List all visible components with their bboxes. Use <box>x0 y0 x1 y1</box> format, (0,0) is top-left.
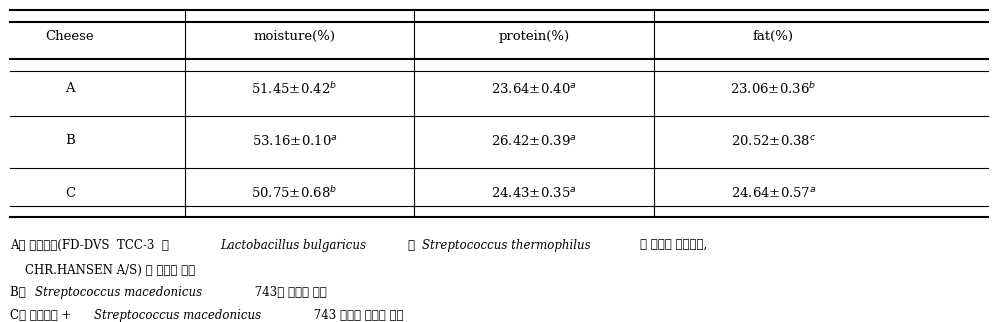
Text: B：: B： <box>10 287 30 299</box>
Text: Streptococcus macedonicus: Streptococcus macedonicus <box>94 309 261 322</box>
Text: 23.06±0.36$^{b}$: 23.06±0.36$^{b}$ <box>731 81 816 97</box>
Text: 743 균주로 제조된 치즈: 743 균주로 제조된 치즈 <box>309 309 403 322</box>
Text: 743로 제조된 치즈: 743로 제조된 치즈 <box>250 287 326 299</box>
Text: 51.45±0.42$^{b}$: 51.45±0.42$^{b}$ <box>251 81 337 97</box>
Text: Streptococcus macedonicus: Streptococcus macedonicus <box>35 287 203 299</box>
Text: 와: 와 <box>408 239 419 252</box>
Text: Lactobacillus bulgaricus: Lactobacillus bulgaricus <box>220 239 366 252</box>
Text: 24.64±0.57$^{a}$: 24.64±0.57$^{a}$ <box>731 186 816 200</box>
Text: 50.75±0.68$^{b}$: 50.75±0.68$^{b}$ <box>251 185 337 201</box>
Text: A： 상업균주(FD-DVS  TCC-3  ：: A： 상업균주(FD-DVS TCC-3 ： <box>10 239 173 252</box>
Text: C: C <box>65 187 75 200</box>
Text: Cheese: Cheese <box>46 30 94 43</box>
Text: protein(%): protein(%) <box>498 30 570 43</box>
Text: 26.42±0.39$^{a}$: 26.42±0.39$^{a}$ <box>491 134 577 148</box>
Text: Streptococcus thermophilus: Streptococcus thermophilus <box>422 239 591 252</box>
Text: moisture(%): moisture(%) <box>253 30 335 43</box>
Text: CHR.HANSEN A/S) 로 제조된 치즈: CHR.HANSEN A/S) 로 제조된 치즈 <box>10 264 195 277</box>
Text: fat(%): fat(%) <box>752 30 794 43</box>
Text: A: A <box>65 82 75 95</box>
Text: C： 상업균주 +: C： 상업균주 + <box>10 309 75 322</box>
Text: 23.64±0.40$^{a}$: 23.64±0.40$^{a}$ <box>491 82 577 96</box>
Text: 로 구성된 혼합균주,: 로 구성된 혼합균주, <box>640 239 707 252</box>
Text: 20.52±0.38$^{c}$: 20.52±0.38$^{c}$ <box>731 134 816 148</box>
Text: B: B <box>65 135 75 147</box>
Text: 53.16±0.10$^{a}$: 53.16±0.10$^{a}$ <box>251 134 337 148</box>
Text: 24.43±0.35$^{a}$: 24.43±0.35$^{a}$ <box>491 186 577 200</box>
